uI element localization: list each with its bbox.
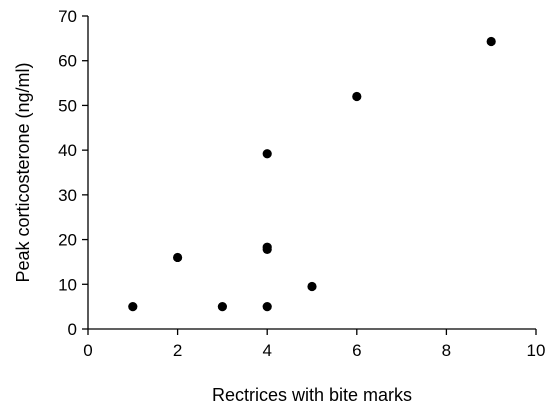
y-tick-label: 70 [58, 7, 77, 26]
data-points [128, 36, 496, 312]
x-tick-label: 10 [527, 341, 546, 360]
data-point [128, 302, 138, 312]
x-tick-label: 0 [83, 341, 92, 360]
data-point [352, 91, 362, 102]
y-axis-label: Peak corticosterone (ng/ml) [13, 62, 33, 282]
data-point [173, 252, 183, 263]
plot-area [87, 16, 536, 330]
y-tick-label: 0 [68, 320, 77, 339]
y-tick-label: 20 [58, 231, 77, 250]
x-axis-label: Rectrices with bite marks [212, 385, 412, 405]
y-tick-label: 10 [58, 275, 77, 294]
x-tick-label: 2 [173, 341, 182, 360]
data-point [307, 281, 317, 292]
y-tick-label: 50 [58, 96, 77, 115]
x-tick-label: 6 [352, 341, 361, 360]
y-tick-label: 40 [58, 141, 77, 160]
data-point [262, 149, 272, 159]
data-point [262, 242, 272, 252]
x-ticks: 0 2 4 6 8 10 [83, 329, 545, 360]
x-tick-label: 8 [442, 341, 451, 360]
y-ticks: 0 10 20 30 40 50 60 70 [58, 7, 88, 339]
data-point [217, 302, 227, 312]
data-point [486, 36, 496, 47]
y-tick-label: 30 [58, 186, 77, 205]
data-point [262, 302, 272, 312]
x-tick-label: 4 [262, 341, 271, 360]
y-tick-label: 60 [58, 52, 77, 71]
